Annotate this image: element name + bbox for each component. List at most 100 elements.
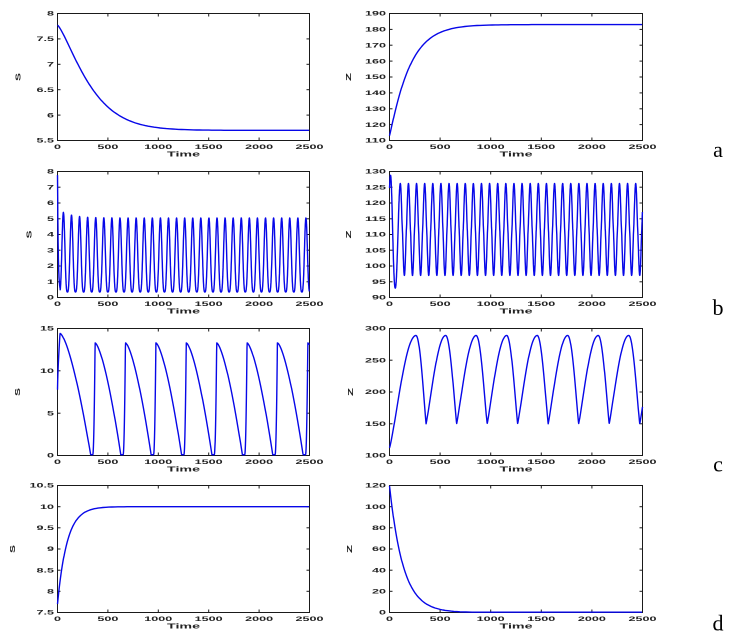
- svg-text:0: 0: [54, 460, 62, 466]
- svg-text:3: 3: [47, 248, 55, 254]
- svg-text:2000: 2000: [578, 302, 607, 308]
- svg-text:20: 20: [372, 590, 387, 596]
- svg-text:2500: 2500: [296, 460, 325, 466]
- svg-text:1500: 1500: [195, 460, 224, 466]
- svg-text:300: 300: [365, 327, 387, 333]
- svg-text:6: 6: [47, 113, 55, 119]
- svg-text:1000: 1000: [144, 617, 173, 623]
- svg-text:2000: 2000: [578, 460, 607, 466]
- svg-text:1500: 1500: [527, 145, 556, 151]
- svg-text:2000: 2000: [245, 617, 274, 623]
- svg-text:0: 0: [386, 460, 394, 466]
- svg-text:d: d: [713, 611, 724, 636]
- svg-text:2000: 2000: [578, 617, 607, 623]
- svg-text:200: 200: [365, 390, 387, 396]
- svg-text:S: S: [27, 230, 34, 239]
- svg-text:110: 110: [365, 139, 387, 145]
- svg-text:0: 0: [47, 454, 55, 460]
- svg-text:2000: 2000: [245, 302, 274, 308]
- svg-text:7: 7: [47, 185, 55, 191]
- svg-text:Time: Time: [500, 467, 533, 474]
- svg-text:40: 40: [372, 568, 387, 574]
- svg-text:0: 0: [386, 302, 394, 308]
- svg-text:1000: 1000: [477, 145, 506, 151]
- svg-text:15: 15: [40, 327, 55, 333]
- svg-text:140: 140: [365, 91, 387, 97]
- svg-text:100: 100: [365, 454, 387, 460]
- svg-text:9.5: 9.5: [37, 526, 56, 532]
- svg-text:500: 500: [430, 145, 452, 151]
- svg-text:500: 500: [97, 617, 119, 623]
- svg-text:7.5: 7.5: [37, 37, 56, 43]
- svg-text:1500: 1500: [527, 460, 556, 466]
- svg-text:0: 0: [54, 302, 62, 308]
- svg-text:1500: 1500: [195, 302, 224, 308]
- svg-text:0: 0: [54, 617, 62, 623]
- svg-text:S: S: [16, 72, 23, 81]
- svg-text:10: 10: [40, 505, 55, 511]
- svg-text:190: 190: [365, 12, 387, 18]
- svg-text:Z: Z: [347, 544, 354, 553]
- svg-text:170: 170: [365, 44, 387, 50]
- svg-text:2500: 2500: [296, 617, 325, 623]
- svg-text:Time: Time: [167, 624, 200, 631]
- svg-text:500: 500: [430, 460, 452, 466]
- svg-text:0: 0: [386, 617, 394, 623]
- svg-text:Time: Time: [167, 309, 200, 316]
- svg-text:2000: 2000: [245, 460, 274, 466]
- svg-text:1000: 1000: [477, 617, 506, 623]
- svg-text:90: 90: [372, 296, 387, 302]
- svg-text:500: 500: [97, 302, 119, 308]
- svg-text:7.5: 7.5: [37, 611, 56, 617]
- svg-text:2: 2: [47, 264, 55, 270]
- svg-text:1: 1: [47, 280, 55, 286]
- svg-text:Z: Z: [346, 72, 353, 81]
- svg-text:7: 7: [47, 63, 55, 69]
- svg-text:500: 500: [97, 145, 119, 151]
- svg-text:110: 110: [365, 233, 387, 239]
- svg-text:160: 160: [365, 59, 387, 65]
- svg-text:115: 115: [365, 217, 387, 223]
- svg-text:130: 130: [365, 170, 387, 176]
- svg-text:8: 8: [47, 590, 55, 596]
- svg-text:80: 80: [372, 526, 387, 532]
- svg-text:Z: Z: [348, 387, 355, 396]
- svg-text:5: 5: [47, 217, 55, 223]
- svg-text:9: 9: [47, 547, 55, 553]
- svg-text:c: c: [713, 452, 723, 477]
- svg-text:2500: 2500: [629, 460, 658, 466]
- svg-text:120: 120: [365, 201, 387, 207]
- svg-text:10: 10: [40, 369, 55, 375]
- svg-text:60: 60: [372, 547, 387, 553]
- svg-text:0: 0: [54, 145, 62, 151]
- svg-text:2000: 2000: [578, 145, 607, 151]
- svg-text:0: 0: [386, 145, 394, 151]
- svg-text:2500: 2500: [629, 145, 658, 151]
- svg-text:Time: Time: [500, 152, 533, 159]
- svg-text:0: 0: [47, 296, 55, 302]
- svg-text:125: 125: [365, 185, 387, 191]
- svg-text:180: 180: [365, 28, 387, 34]
- svg-text:1000: 1000: [144, 145, 173, 151]
- svg-text:0: 0: [379, 611, 387, 617]
- svg-text:500: 500: [430, 302, 452, 308]
- svg-text:1000: 1000: [477, 302, 506, 308]
- svg-text:Z: Z: [346, 229, 353, 238]
- svg-text:1500: 1500: [195, 145, 224, 151]
- svg-text:8: 8: [47, 12, 55, 18]
- svg-text:5: 5: [47, 411, 55, 417]
- svg-text:S: S: [10, 544, 17, 553]
- svg-text:Time: Time: [167, 467, 200, 474]
- svg-text:2500: 2500: [296, 145, 325, 151]
- svg-text:4: 4: [47, 233, 55, 239]
- svg-text:Time: Time: [167, 152, 200, 159]
- svg-text:100: 100: [365, 505, 387, 511]
- svg-text:250: 250: [365, 358, 387, 364]
- svg-text:1500: 1500: [527, 302, 556, 308]
- svg-text:6: 6: [47, 201, 55, 207]
- svg-text:500: 500: [430, 617, 452, 623]
- svg-text:S: S: [15, 387, 22, 396]
- svg-text:b: b: [713, 295, 724, 320]
- svg-text:8.5: 8.5: [37, 568, 56, 574]
- svg-text:2500: 2500: [296, 302, 325, 308]
